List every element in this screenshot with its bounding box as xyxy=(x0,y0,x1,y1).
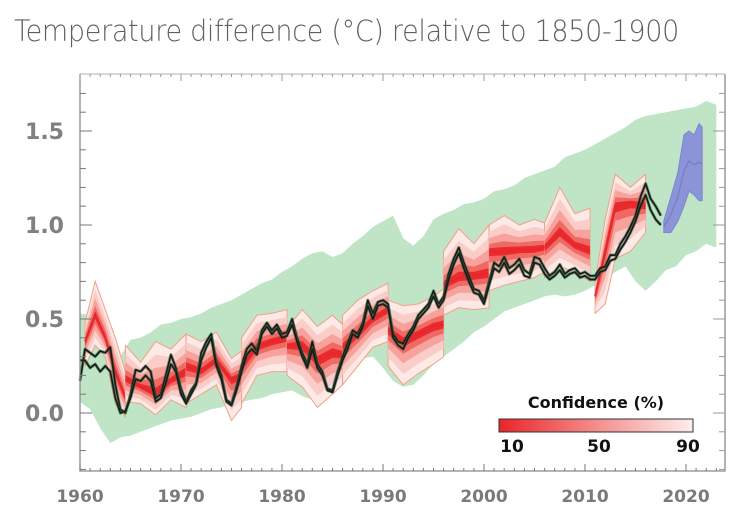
y-tick-label: 0.5 xyxy=(25,308,64,333)
observation-line xyxy=(80,194,662,414)
x-tick-label: 1980 xyxy=(258,487,305,507)
colorbar-tick-90: 90 xyxy=(676,437,700,457)
blue-band-layer xyxy=(663,122,703,233)
red-segment-level xyxy=(241,334,287,371)
x-tick-label: 1970 xyxy=(157,487,204,507)
red-segment-level xyxy=(186,357,242,385)
red-segment-center xyxy=(489,246,545,253)
colorbar-tick-10: 10 xyxy=(500,437,524,457)
red-segment-center xyxy=(543,230,591,253)
x-tick-label: 2020 xyxy=(662,487,709,507)
blue-projection-band xyxy=(663,122,703,233)
red-segment-level xyxy=(125,361,187,400)
x-tick-label: 2010 xyxy=(561,487,608,507)
y-tick-label: 1.0 xyxy=(25,214,64,239)
y-tick-label: 1.5 xyxy=(25,120,64,145)
red-segment-center xyxy=(387,323,444,343)
chart-title: Temperature difference (°C) relative to … xyxy=(14,14,680,48)
red-segment xyxy=(387,287,445,386)
x-tick-label: 1960 xyxy=(56,487,103,507)
red-confidence-layer xyxy=(83,173,647,422)
red-segment-center xyxy=(240,336,288,367)
plot-frame xyxy=(79,74,726,472)
red-segment-center xyxy=(83,312,127,399)
red-segment xyxy=(543,186,591,283)
colorbar-title: Confidence (%) xyxy=(528,393,664,412)
colorbar-tick-50: 50 xyxy=(587,437,611,457)
colorbar-gradient xyxy=(498,418,694,433)
blue-projection-center xyxy=(663,160,703,228)
red-segment xyxy=(240,308,288,404)
colorbar: Confidence (%) 10 50 90 xyxy=(498,393,700,457)
red-segment-level xyxy=(186,352,242,391)
y-tick-label: 0.0 xyxy=(25,402,64,427)
x-tick-label: 2000 xyxy=(460,487,507,507)
axes: 0.0 0.5 1.0 1.5 1960 1970 1980 1990 2000 2010 2020 xyxy=(25,73,726,507)
x-tick-label: 1990 xyxy=(359,487,406,507)
observation-lines-layer xyxy=(78,182,663,415)
